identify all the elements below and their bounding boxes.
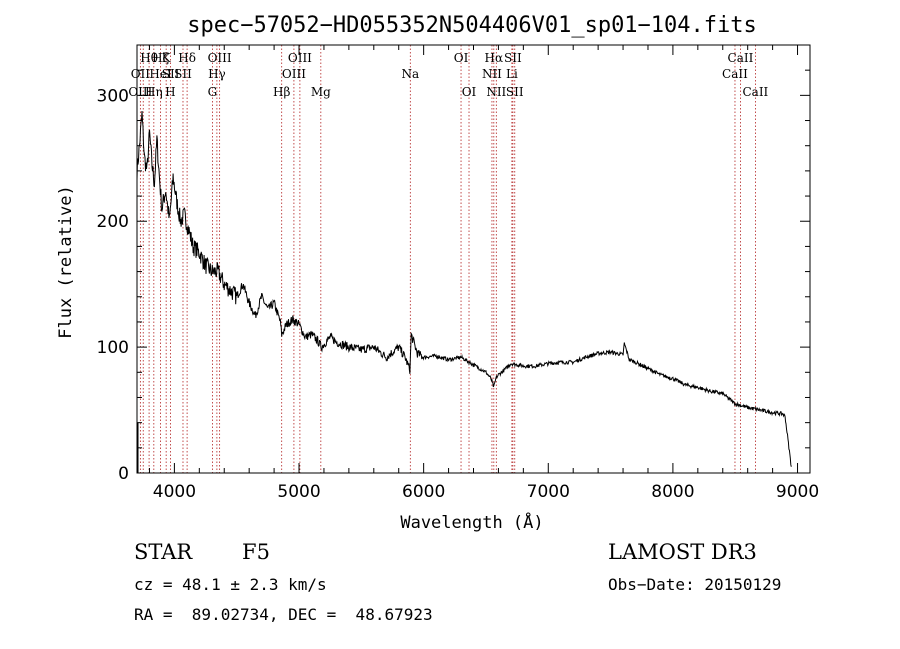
line-label: NII xyxy=(486,85,506,99)
redshift-velocity: cz = 48.1 ± 2.3 km/s xyxy=(134,575,327,594)
y-axis-label: Flux (relative) xyxy=(56,185,76,339)
line-label: Li xyxy=(506,67,518,81)
x-tick-label: 8000 xyxy=(651,482,694,502)
emission-line-markers xyxy=(139,45,756,473)
line-label: Hθ xyxy=(140,51,158,65)
line-label: H xyxy=(165,85,175,99)
line-label: K xyxy=(162,51,172,65)
x-axis-label: Wavelength (Å) xyxy=(400,511,543,533)
spectrum-series xyxy=(136,110,792,473)
y-axis: 0 100 200 300 xyxy=(97,44,810,484)
line-label: OI xyxy=(462,85,477,99)
line-label: Hβ xyxy=(273,85,290,99)
line-label: OI xyxy=(454,51,469,65)
object-type: STAR xyxy=(134,540,193,564)
chart-title: spec−57052−HD055352N504406V01_sp01−104.f… xyxy=(187,13,757,38)
survey-name: LAMOST DR3 xyxy=(608,540,757,564)
line-label: G xyxy=(208,85,218,99)
line-label: NII xyxy=(482,67,502,81)
x-tick-label: 4000 xyxy=(153,482,196,502)
line-label: Hη xyxy=(145,85,163,99)
subclass: F5 xyxy=(242,540,270,564)
x-tick-label: 6000 xyxy=(402,482,445,502)
y-tick-label: 300 xyxy=(97,86,129,106)
spectrum-line xyxy=(136,110,792,467)
y-tick-label: 100 xyxy=(97,338,129,358)
line-label: Hδ xyxy=(178,51,196,65)
line-label: CaII xyxy=(742,85,768,99)
line-label: CaII xyxy=(722,67,748,81)
y-tick-label: 0 xyxy=(118,464,129,484)
x-tick-label: 5000 xyxy=(277,482,320,502)
x-tick-label: 9000 xyxy=(776,482,819,502)
observation-date: Obs−Date: 20150129 xyxy=(608,575,781,594)
line-label: Na xyxy=(401,67,419,81)
line-label: SII xyxy=(506,85,524,99)
line-label: HeI xyxy=(149,67,172,81)
line-label: CaII xyxy=(728,51,754,65)
x-axis: 4000 5000 6000 7000 8000 9000 xyxy=(148,45,819,502)
line-label: SII xyxy=(174,67,192,81)
line-label: SII xyxy=(162,67,180,81)
line-label: Hα xyxy=(485,51,504,65)
line-label: Mg xyxy=(311,85,331,99)
coordinates: RA = 89.02734, DEC = 48.67923 xyxy=(134,605,433,624)
y-tick-label: 200 xyxy=(97,212,129,232)
line-label: OIII xyxy=(208,51,232,65)
line-label: OIII xyxy=(288,51,312,65)
line-label: Hζ xyxy=(152,51,169,65)
x-tick-label: 7000 xyxy=(527,482,570,502)
plot-frame xyxy=(136,44,811,474)
line-label: OII xyxy=(131,67,151,81)
line-label: SII xyxy=(504,51,522,65)
line-label: Hγ xyxy=(208,67,226,81)
line-label: OIII xyxy=(282,67,306,81)
